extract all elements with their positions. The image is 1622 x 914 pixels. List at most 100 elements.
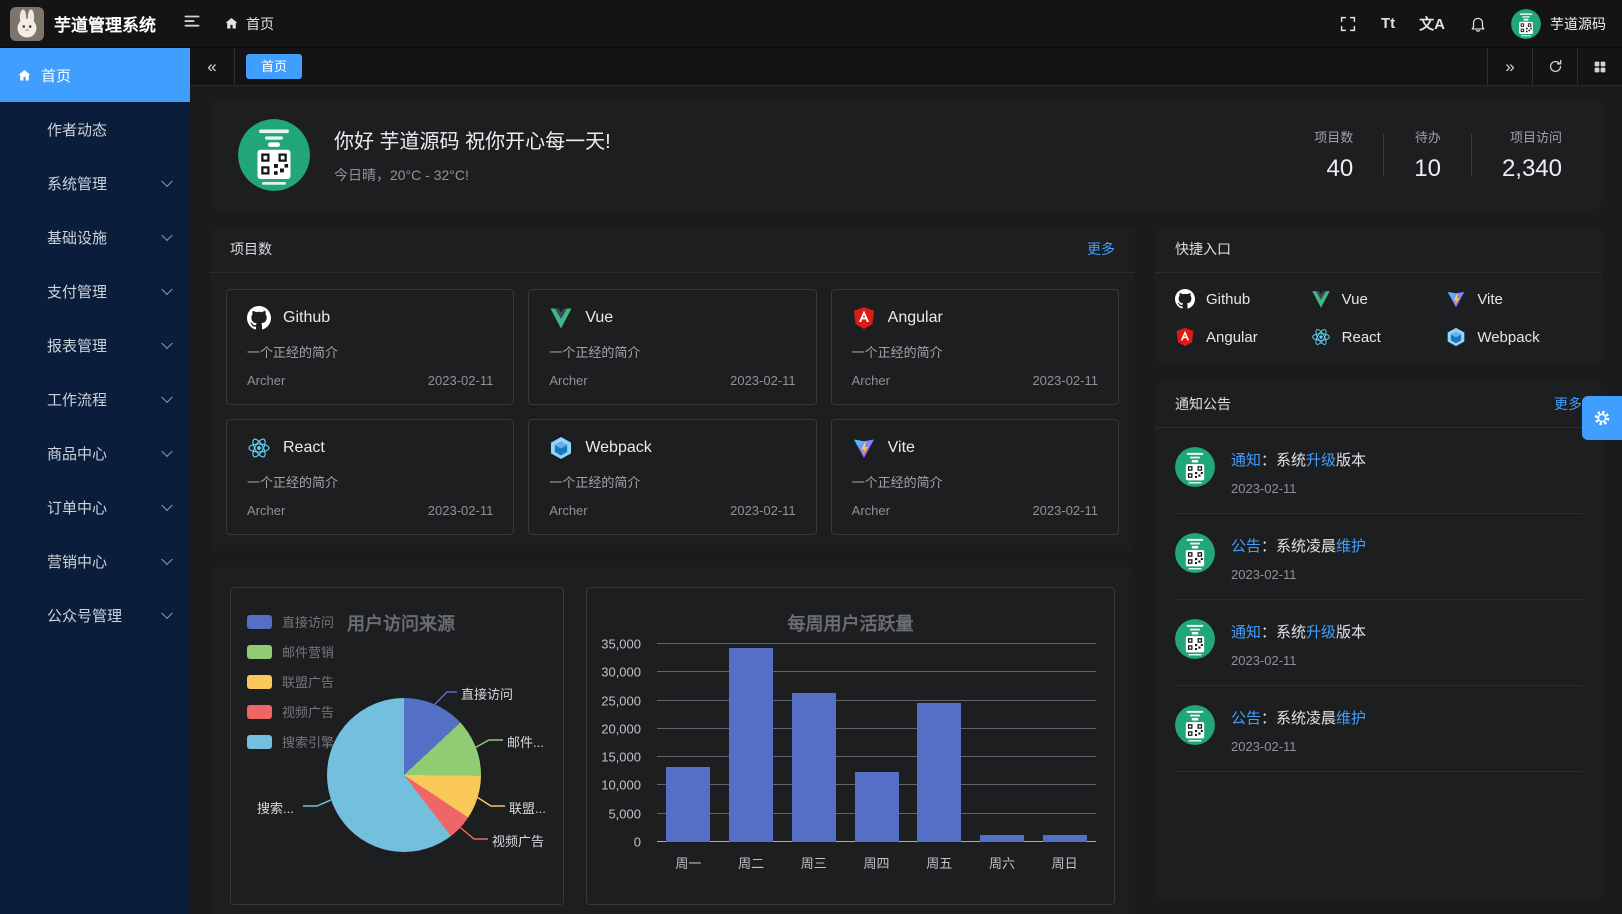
pie-legend-item[interactable]: 视频广告: [247, 702, 334, 721]
project-author: Archer: [851, 503, 890, 518]
sidebar-item-home[interactable]: 首页: [0, 48, 190, 102]
pie-legend-item[interactable]: 搜索引擎: [247, 732, 334, 751]
project-name: Github: [283, 309, 331, 326]
notice-item[interactable]: 公告：系统凌晨维护 2023-02-11: [1175, 686, 1582, 772]
shortcut-vite[interactable]: Vite: [1446, 289, 1582, 309]
project-card-angular[interactable]: Angular 一个正经的简介 Archer 2023-02-11: [830, 289, 1119, 405]
bar-chart-plot: 周一 周二 周三 周四 周五 周六 周日: [657, 643, 1096, 871]
notice-list: 通知：系统升级版本 2023-02-11 公告：系统凌晨维护 2023-02-1…: [1155, 428, 1602, 772]
tab-home[interactable]: 首页: [246, 54, 303, 79]
bar: [729, 648, 774, 842]
project-card-react[interactable]: React 一个正经的简介 Archer 2023-02-11: [226, 419, 515, 535]
shortcut-label: Vite: [1477, 290, 1503, 308]
notification-bell-button[interactable]: [1469, 15, 1487, 33]
stat-project-visits: 项目访问 2,340: [1472, 127, 1562, 183]
project-date: 2023-02-11: [427, 373, 494, 388]
shortcuts-grid: Github Vue Vite Angular React Webpack: [1155, 273, 1602, 365]
stat-value: 2,340: [1501, 155, 1562, 182]
language-button[interactable]: 文A: [1419, 16, 1445, 33]
project-author: Archer: [247, 503, 286, 518]
sidebar-item-label: 系统管理: [47, 175, 108, 193]
project-card-vite[interactable]: Vite 一个正经的简介 Archer 2023-02-11: [830, 419, 1119, 535]
sidebar-collapse-button[interactable]: [182, 11, 202, 36]
bar-x-label: 周三: [800, 856, 827, 871]
vue-icon: [549, 306, 573, 330]
sidebar-item-author-news[interactable]: 作者动态: [0, 102, 190, 156]
notice-item[interactable]: 通知：系统升级版本 2023-02-11: [1175, 600, 1582, 686]
notice-item[interactable]: 公告：系统凌晨维护 2023-02-11: [1175, 514, 1582, 600]
project-card-github[interactable]: Github 一个正经的简介 Archer 2023-02-11: [226, 289, 515, 405]
pie-slice-label: 视频广告: [492, 834, 545, 849]
legend-label: 邮件营销: [282, 645, 335, 660]
sidebar-item-wechat-mp[interactable]: 公众号管理: [0, 588, 190, 642]
pie-callout-line: [477, 796, 505, 807]
project-name: Vite: [887, 439, 915, 456]
projects-more-link[interactable]: 更多: [1087, 241, 1115, 257]
project-card-webpack[interactable]: Webpack 一个正经的简介 Archer 2023-02-11: [528, 419, 817, 535]
projects-grid: Github 一个正经的简介 Archer 2023-02-11 Vue 一个正经…: [210, 273, 1135, 551]
sidebar-item-marketing[interactable]: 营销中心: [0, 534, 190, 588]
bar-series: 周一 周二 周三 周四 周五 周六 周日: [657, 644, 1096, 871]
notice-tag: 公告: [1231, 710, 1262, 727]
divider: [1470, 134, 1472, 176]
pie-legend-item[interactable]: 联盟广告: [247, 672, 334, 691]
project-name: React: [283, 439, 325, 456]
sidebar-item-infra[interactable]: 基础设施: [0, 210, 190, 264]
notices-more-link[interactable]: 更多: [1554, 396, 1582, 412]
bar-column: 周五: [908, 644, 971, 871]
pie-legend-item[interactable]: 邮件营销: [247, 642, 334, 661]
user-menu[interactable]: 芋道源码: [1511, 8, 1606, 39]
sidebar-item-pay[interactable]: 支付管理: [0, 264, 190, 318]
notice-date: 2023-02-11: [1231, 653, 1297, 668]
sidebar-item-report[interactable]: 报表管理: [0, 318, 190, 372]
pie-chart-title: 用户访问来源: [347, 614, 455, 634]
shortcut-vue[interactable]: Vue: [1311, 289, 1447, 309]
project-date: 2023-02-11: [730, 503, 796, 518]
shortcut-react[interactable]: React: [1311, 327, 1447, 347]
project-author: Archer: [549, 373, 588, 388]
notice-text: 版本: [1336, 624, 1367, 641]
legend-label: 联盟广告: [282, 675, 335, 690]
sidebar-item-workflow[interactable]: 工作流程: [0, 372, 190, 426]
tabs-scroll-right-button[interactable]: »: [1487, 48, 1532, 85]
shortcut-github[interactable]: Github: [1175, 289, 1311, 309]
tabs-scroll-left-button[interactable]: «: [190, 48, 235, 85]
project-card-vue[interactable]: Vue 一个正经的简介 Archer 2023-02-11: [528, 289, 817, 405]
refresh-button[interactable]: [1532, 48, 1577, 85]
layout-grid-button[interactable]: [1577, 48, 1622, 85]
sidebar-item-label: 商品中心: [47, 445, 108, 463]
shortcuts-card: 快捷入口 Github Vue Vite Angular React Webpa…: [1155, 226, 1602, 365]
bar-x-label: 周二: [738, 856, 765, 871]
project-date: 2023-02-11: [730, 373, 796, 388]
shortcut-angular[interactable]: Angular: [1175, 327, 1311, 347]
legend-swatch: [247, 734, 272, 749]
project-desc: 一个正经的简介: [851, 345, 943, 360]
notices-card-title: 通知公告: [1175, 396, 1231, 412]
notice-text: ：系统凌晨: [1261, 538, 1337, 555]
sidebar-item-product[interactable]: 商品中心: [0, 426, 190, 480]
chevron-down-icon: [161, 445, 173, 458]
notice-avatar: [1175, 705, 1215, 745]
sidebar-item-label: 公众号管理: [47, 607, 123, 625]
bar-x-label: 周四: [863, 856, 890, 871]
sidebar-item-system[interactable]: 系统管理: [0, 156, 190, 210]
theme-settings-button[interactable]: [1582, 396, 1622, 440]
stat-project-count: 项目数 40: [1284, 127, 1383, 183]
notice-item[interactable]: 通知：系统升级版本 2023-02-11: [1175, 428, 1582, 514]
breadcrumb[interactable]: 首页: [224, 14, 274, 34]
bar-x-label: 周一: [675, 856, 702, 871]
fullscreen-button[interactable]: [1339, 15, 1357, 33]
pie-legend-item[interactable]: 直接访问: [247, 612, 334, 631]
notice-tag: 公告: [1231, 538, 1262, 555]
notice-avatar: [1175, 533, 1215, 573]
projects-card: 项目数 更多 Github 一个正经的简介 Archer 2023-02-11 V…: [210, 226, 1135, 551]
pie-slice-label: 联盟...: [509, 801, 546, 816]
legend-swatch: [247, 674, 272, 689]
notice-date: 2023-02-11: [1231, 481, 1297, 496]
chevron-down-icon: [161, 337, 173, 350]
font-size-button[interactable]: Tt: [1380, 15, 1396, 32]
shortcuts-card-title: 快捷入口: [1175, 241, 1231, 257]
sidebar-item-order[interactable]: 订单中心: [0, 480, 190, 534]
tab-bar: « 首页 »: [190, 48, 1622, 86]
shortcut-webpack[interactable]: Webpack: [1446, 327, 1582, 347]
